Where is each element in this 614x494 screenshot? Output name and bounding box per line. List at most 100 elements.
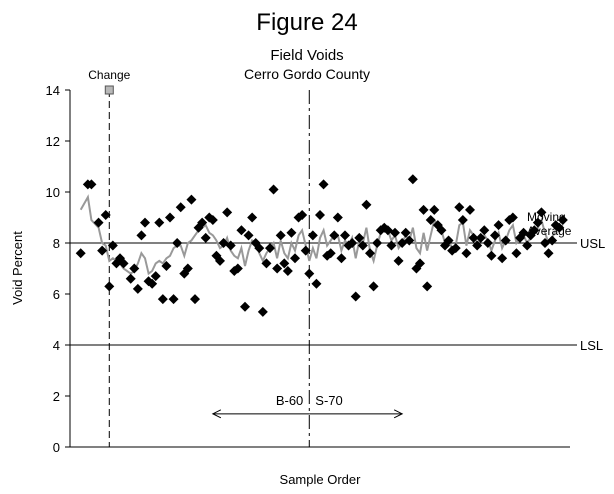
- data-point: [93, 217, 104, 228]
- data-point: [190, 294, 200, 305]
- data-point: [350, 291, 361, 302]
- data-point: [457, 215, 468, 226]
- data-point: [275, 230, 286, 241]
- data-point: [443, 235, 454, 246]
- y-tick-label: 0: [53, 440, 60, 455]
- divider-lines: Change: [88, 68, 310, 447]
- data-point: [393, 255, 404, 266]
- data-point: [172, 238, 183, 248]
- data-point: [250, 238, 261, 248]
- data-point: [415, 258, 425, 269]
- data-point: [422, 281, 433, 292]
- data-point: [165, 212, 175, 223]
- y-axis-label: Void Percent: [10, 231, 25, 305]
- data-point: [182, 263, 193, 274]
- usl-label: USL: [580, 236, 605, 251]
- data-point: [390, 227, 400, 238]
- data-point: [107, 240, 118, 251]
- lsl-label: LSL: [580, 338, 603, 353]
- data-point: [429, 204, 440, 215]
- data-point: [436, 225, 447, 236]
- data-point: [261, 258, 272, 269]
- moving-average-label-line: Average: [527, 224, 572, 238]
- data-point: [400, 227, 411, 238]
- y-tick-label: 2: [53, 389, 60, 404]
- data-point: [207, 215, 218, 226]
- data-point: [118, 258, 129, 269]
- data-point: [482, 238, 493, 248]
- data-point: [297, 209, 308, 220]
- data-point: [147, 278, 158, 289]
- data-point: [479, 225, 490, 236]
- data-point: [507, 212, 518, 223]
- data-point: [125, 273, 136, 284]
- data-point: [557, 215, 568, 226]
- data-point: [372, 238, 383, 248]
- data-point: [132, 283, 143, 294]
- data-point: [500, 235, 511, 246]
- data-point: [332, 212, 343, 223]
- data-point: [386, 240, 397, 251]
- data-point: [532, 217, 543, 228]
- data-point: [543, 248, 554, 259]
- data-point: [490, 230, 500, 241]
- y-axis-ticks: 0 2 4 6 8 10 12 14: [46, 83, 70, 455]
- data-point: [547, 235, 558, 246]
- data-point: [486, 250, 497, 261]
- data-point: [361, 199, 372, 210]
- data-point: [272, 263, 283, 274]
- spec-limit-lines: USL LSL: [70, 236, 605, 353]
- data-point: [300, 245, 311, 256]
- data-point: [529, 225, 540, 236]
- data-point: [450, 243, 461, 254]
- data-point: [368, 281, 379, 292]
- data-point: [475, 232, 486, 243]
- data-point: [282, 266, 293, 277]
- data-point: [97, 245, 108, 256]
- data-point: [140, 217, 150, 228]
- data-point: [100, 209, 111, 220]
- data-point: [265, 243, 275, 254]
- data-point: [200, 232, 211, 243]
- data-point: [236, 225, 247, 236]
- y-tick-label: 12: [46, 134, 60, 149]
- data-point: [186, 194, 197, 205]
- axes: 0 2 4 6 8 10 12 14: [46, 83, 570, 455]
- data-point: [511, 248, 522, 259]
- data-point: [243, 230, 254, 241]
- data-point: [354, 232, 365, 243]
- data-point: [493, 220, 504, 231]
- data-point: [465, 204, 475, 215]
- data-point: [247, 212, 258, 223]
- data-point: [311, 278, 322, 289]
- data-points: [75, 174, 568, 317]
- x-axis-label: Sample Order: [280, 472, 362, 487]
- y-tick-label: 4: [53, 338, 60, 353]
- annotation-arrowhead-b-60: [211, 409, 222, 419]
- data-point: [279, 258, 290, 269]
- annotation-label-b-60: B-60: [276, 393, 303, 408]
- y-tick-label: 10: [46, 185, 60, 200]
- data-point: [232, 263, 243, 274]
- data-point: [157, 294, 168, 305]
- data-point: [136, 230, 147, 241]
- data-point: [347, 238, 358, 248]
- data-point: [536, 207, 547, 218]
- data-point: [197, 217, 208, 228]
- data-point: [497, 253, 508, 264]
- data-point: [304, 268, 315, 279]
- data-point: [336, 253, 347, 264]
- data-point: [104, 281, 115, 292]
- data-point: [168, 294, 179, 305]
- data-point: [150, 271, 161, 282]
- chart-subtitle: Cerro Gordo County: [244, 66, 370, 82]
- data-point: [268, 184, 279, 195]
- y-tick-label: 8: [53, 236, 60, 251]
- moving-average-line-group: [79, 194, 564, 276]
- data-point: [161, 260, 172, 271]
- y-tick-label: 6: [53, 287, 60, 302]
- y-tick-label: 14: [46, 83, 60, 98]
- data-point: [340, 230, 350, 241]
- figure-label: Figure 24: [256, 9, 357, 36]
